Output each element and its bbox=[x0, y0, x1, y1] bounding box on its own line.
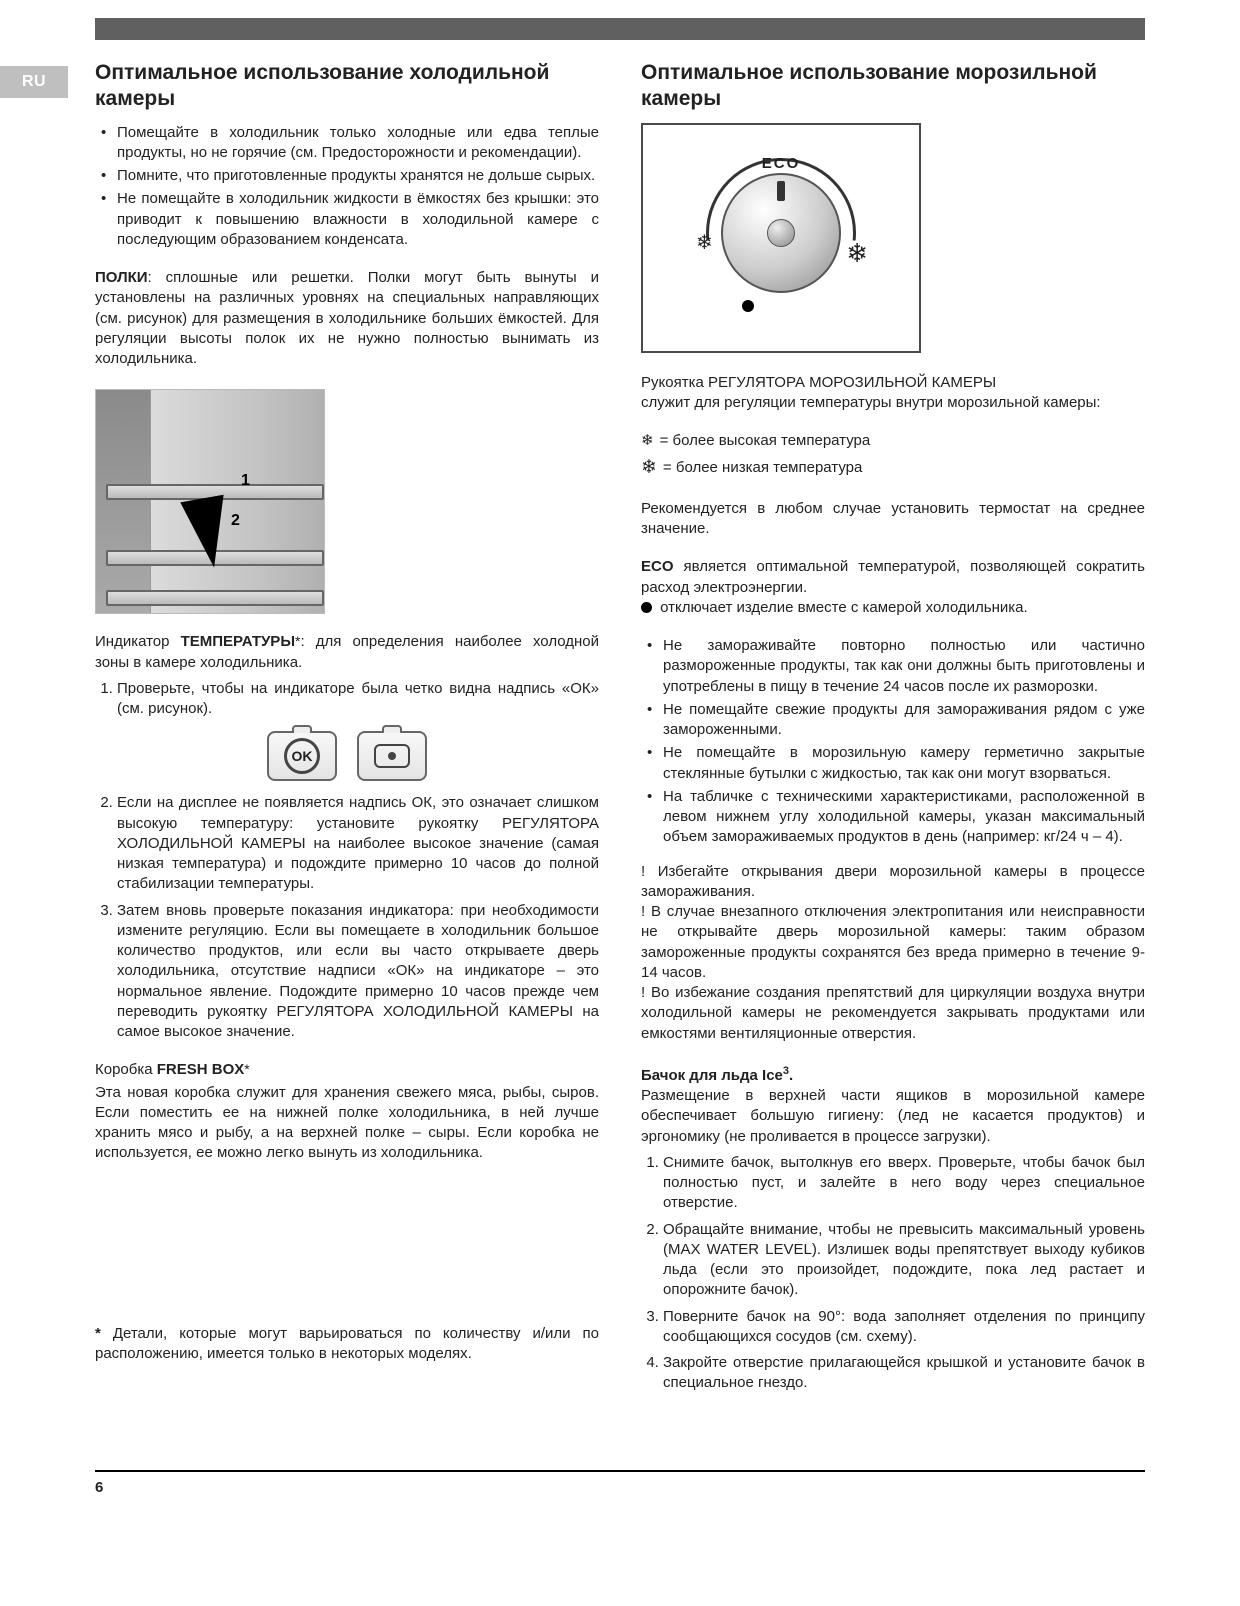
list-item: Проверьте, чтобы на индикаторе была четк… bbox=[117, 679, 599, 720]
page-footer: 6 bbox=[95, 1470, 1145, 1498]
right-column: Оптимальное использование морозильной ка… bbox=[641, 60, 1145, 1400]
temp-bold: ТЕМПЕРАТУРЫ bbox=[181, 633, 295, 650]
freezer-dial-figure: ECO ❄ ❄ bbox=[641, 123, 921, 353]
footnote: * Детали, которые могут варьироваться по… bbox=[95, 1324, 599, 1365]
shelf-label-1: 1 bbox=[241, 470, 250, 492]
temp-high-line: ❄ = более высокая температура bbox=[641, 431, 1145, 451]
page-body: RU Оптимальное использование холодильной… bbox=[0, 60, 1240, 1430]
shelf-figure: 1 2 bbox=[95, 389, 325, 614]
shelf-line bbox=[106, 590, 324, 606]
list-item: Помните, что приготовленные продукты хра… bbox=[117, 166, 599, 186]
temp-low-text: = более низкая температура bbox=[663, 458, 862, 478]
left-heading: Оптимальное использование холодильной ка… bbox=[95, 60, 599, 113]
page-number: 6 bbox=[95, 1479, 103, 1496]
temperature-steps: Проверьте, чтобы на индикаторе была четк… bbox=[95, 679, 599, 720]
list-item: Закройте отверстие прилагающейся крышкой… bbox=[663, 1353, 1145, 1394]
ice-tray-title: Бачок для льда Ice3. bbox=[641, 1064, 1145, 1086]
list-item: Если на дисплее не появляется надпись ОК… bbox=[117, 793, 599, 894]
eco-text: является оптимальной температурой, позво… bbox=[641, 558, 1145, 595]
list-item: Помещайте в холодильник только холодные … bbox=[117, 123, 599, 164]
dial-knob bbox=[721, 173, 841, 293]
ok-indicator-figure: OK bbox=[95, 731, 599, 781]
box-tab bbox=[382, 725, 402, 733]
shelves-label: ПОЛКИ bbox=[95, 269, 148, 286]
ice-steps: Снимите бачок, вытолкнув его вверх. Пров… bbox=[641, 1153, 1145, 1394]
list-item: Поверните бачок на 90°: вода заполняет о… bbox=[663, 1307, 1145, 1348]
warning-1: ! Избегайте открывания двери морозильной… bbox=[641, 862, 1145, 903]
off-text: отключает изделие вместе с камерой холод… bbox=[656, 599, 1028, 616]
list-item: Не помещайте в морозильную камеру гермет… bbox=[663, 743, 1145, 784]
right-heading: Оптимальное использование морозильной ка… bbox=[641, 60, 1145, 113]
warn-inner-icon bbox=[374, 744, 410, 768]
list-item: Не помещайте в холодильник жидкости в ём… bbox=[117, 189, 599, 250]
freshbox-bold: FRESH BOX bbox=[157, 1061, 245, 1078]
snowflake-large-icon: ❄ bbox=[846, 236, 868, 271]
warning-3: ! Во избежание создания препятствий для … bbox=[641, 983, 1145, 1044]
list-item: На табличке с техническими характеристик… bbox=[663, 787, 1145, 848]
ok-indicator-box: OK bbox=[267, 731, 337, 781]
footnote-text: Детали, которые могут варьироваться по к… bbox=[95, 1325, 599, 1362]
temperature-steps-cont: Если на дисплее не появляется надпись ОК… bbox=[95, 793, 599, 1042]
fridge-intro-bullets: Помещайте в холодильник только холодные … bbox=[95, 123, 599, 251]
shelf-label-2: 2 bbox=[231, 510, 240, 532]
snowflake-small-icon: ❄ bbox=[641, 431, 654, 451]
list-item: Не замораживайте повторно полностью или … bbox=[663, 636, 1145, 697]
star-icon: * bbox=[244, 1061, 249, 1077]
language-tab: RU bbox=[0, 66, 68, 98]
dial-pointer bbox=[777, 181, 785, 201]
temp-low-line: ❄ = более низкая температура bbox=[641, 455, 1145, 481]
warn-indicator-box bbox=[357, 731, 427, 781]
ice-title-suffix: . bbox=[789, 1067, 793, 1084]
snowflake-large-icon: ❄ bbox=[641, 455, 657, 481]
regulator-line1: Рукоятка РЕГУЛЯТОРА МОРОЗИЛЬНОЙ КАМЕРЫ bbox=[641, 373, 1145, 393]
freezer-bullets: Не замораживайте повторно полностью или … bbox=[641, 636, 1145, 848]
freshbox-title: Коробка FRESH BOX* bbox=[95, 1060, 599, 1080]
freshbox-text: Эта новая коробка служит для хранения св… bbox=[95, 1083, 599, 1164]
off-paragraph: отключает изделие вместе с камерой холод… bbox=[641, 598, 1145, 618]
shelves-text: : сплошные или решетки. Полки могут быть… bbox=[95, 269, 599, 367]
warning-2: ! В случае внезапного отключения электро… bbox=[641, 902, 1145, 983]
box-tab bbox=[292, 725, 312, 733]
shelves-paragraph: ПОЛКИ: сплошные или решетки. Полки могут… bbox=[95, 268, 599, 369]
temp-prefix: Индикатор bbox=[95, 633, 181, 650]
regulator-line2: служит для регуляции температуры внутри … bbox=[641, 393, 1145, 413]
two-column-layout: Оптимальное использование холодильной ка… bbox=[95, 60, 1145, 1400]
temperature-indicator-paragraph: Индикатор ТЕМПЕРАТУРЫ*: для определения … bbox=[95, 632, 599, 673]
temp-high-text: = более высокая температура bbox=[660, 431, 871, 451]
ice-title-prefix: Бачок для льда Ice bbox=[641, 1067, 783, 1084]
ice-intro: Размещение в верхней части ящиков в моро… bbox=[641, 1086, 1145, 1147]
list-item: Обращайте внимание, чтобы не превысить м… bbox=[663, 1220, 1145, 1301]
eco-label: ECO bbox=[762, 154, 801, 174]
eco-bold: ECO bbox=[641, 558, 674, 575]
list-item: Не помещайте свежие продукты для замораж… bbox=[663, 700, 1145, 741]
ok-circle: OK bbox=[284, 738, 320, 774]
recommend-paragraph: Рекомендуется в любом случае установить … bbox=[641, 499, 1145, 540]
dial-center bbox=[767, 219, 795, 247]
off-dot-icon bbox=[641, 602, 652, 613]
eco-paragraph: ECO является оптимальной температурой, п… bbox=[641, 557, 1145, 598]
shelf-figure-panel bbox=[96, 390, 151, 613]
dial: ECO ❄ ❄ bbox=[706, 158, 856, 308]
off-dot-icon bbox=[742, 300, 754, 312]
snowflake-small-icon: ❄ bbox=[696, 230, 713, 257]
top-grey-bar bbox=[95, 18, 1145, 40]
list-item: Затем вновь проверьте показания индикато… bbox=[117, 901, 599, 1043]
list-item: Снимите бачок, вытолкнув его вверх. Пров… bbox=[663, 1153, 1145, 1214]
left-column: Оптимальное использование холодильной ка… bbox=[95, 60, 599, 1400]
freshbox-prefix: Коробка bbox=[95, 1061, 157, 1078]
